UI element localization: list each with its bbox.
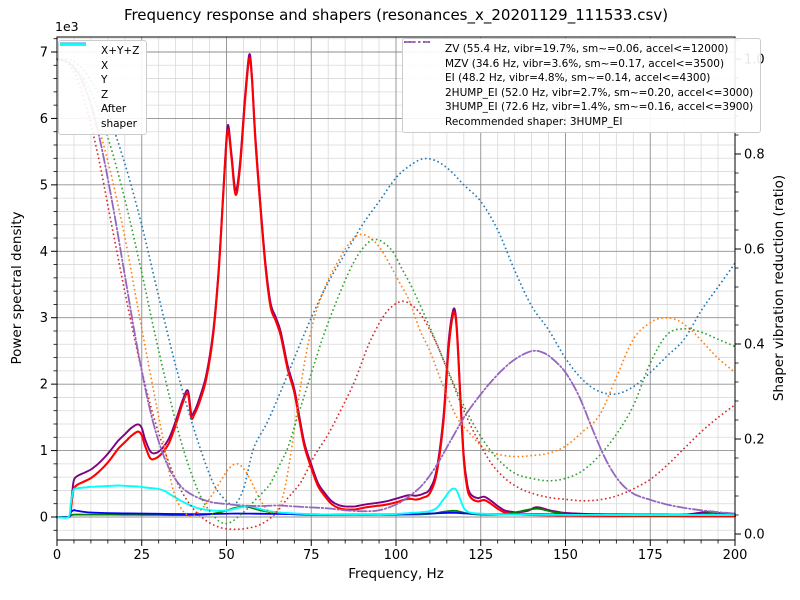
x-axis-label: Frequency, Hz <box>348 566 444 582</box>
legend-entry-after-shaper: After shaper <box>60 42 139 131</box>
y-left-tick-label: 0 <box>40 511 48 526</box>
x-tick-label: 150 <box>553 548 578 563</box>
series-x-line <box>55 56 737 519</box>
y-left-tick-label: 2 <box>40 378 48 393</box>
series-zv-line <box>56 58 736 506</box>
y-right-tick-label: 0.2 <box>744 433 765 448</box>
legend-entry-label: EI (48.2 Hz, vibr=4.8%, sm~=0.14, accel<… <box>445 72 711 84</box>
legend-recommended-shaper: Recommended shaper: 3HUMP_EI <box>410 115 753 130</box>
x-tick-label: 200 <box>723 548 748 563</box>
legend-entry-label: X <box>101 59 109 72</box>
x-tick-label: 25 <box>133 548 150 563</box>
legend-shapers: ZV (55.4 Hz, vibr=19.7%, sm~=0.06, accel… <box>402 38 762 133</box>
series-3hump-ei-line <box>56 58 736 515</box>
series-mzv-line <box>56 58 736 518</box>
legend-psd: X+Y+Z X Y Z After shaper <box>58 40 148 135</box>
legend-entry-x: X <box>60 42 139 74</box>
y-left-tick-label: 5 <box>40 178 48 193</box>
x-tick-label: 75 <box>303 548 320 563</box>
series-ei-line <box>56 58 736 525</box>
y-left-tick-label: 7 <box>40 46 48 61</box>
x-tick-label: 50 <box>218 548 235 563</box>
legend-entry-label: Z <box>101 88 109 101</box>
y-left-tick-label: 6 <box>40 112 48 127</box>
y-axis-offset-text: 1e3 <box>55 19 79 34</box>
legend-entry-label: After shaper <box>101 103 138 130</box>
legend-entry-y: Y <box>60 42 139 88</box>
y-right-tick-label: 0.0 <box>744 528 765 543</box>
y-right-tick-label: 0.4 <box>744 338 765 353</box>
y-left-tick-label: 1 <box>40 444 48 459</box>
legend-entry-mzv: MZV (34.6 Hz, vibr=3.6%, sm~=0.17, accel… <box>404 41 753 72</box>
legend-entry-z: Z <box>60 42 139 103</box>
legend-entry-zv: ZV (55.4 Hz, vibr=19.7%, sm~=0.06, accel… <box>404 41 753 57</box>
y-left-tick-label: 4 <box>40 245 48 260</box>
y-right-tick-label: 0.8 <box>744 148 765 163</box>
legend-entry-3hump-ei: 3HUMP_EI (72.6 Hz, vibr=1.4%, sm~=0.16, … <box>404 41 754 115</box>
legend-entry-ei: EI (48.2 Hz, vibr=4.8%, sm~=0.14, accel<… <box>404 41 753 86</box>
legend-entry-label: ZV (55.4 Hz, vibr=19.7%, sm~=0.06, accel… <box>445 43 729 55</box>
y-axis-right-label: Shaper vibration reduction (ratio) <box>771 174 787 402</box>
y-right-tick-label: 0.6 <box>744 243 765 258</box>
recommended-shaper-text: Recommended shaper: 3HUMP_EI <box>445 115 623 128</box>
legend-entry-2hump-ei: 2HUMP_EI (52.0 Hz, vibr=2.7%, sm~=0.20, … <box>404 41 754 101</box>
x-tick-label: 0 <box>53 548 61 563</box>
legend-entry-label: X+Y+Z <box>101 45 140 57</box>
legend-entry-label: 2HUMP_EI (52.0 Hz, vibr=2.7%, sm~=0.20, … <box>445 86 754 99</box>
x-tick-label: 125 <box>468 548 493 563</box>
x-tick-label: 100 <box>384 548 409 563</box>
legend-entry-label: Y <box>101 74 108 86</box>
series-layer <box>55 53 737 531</box>
x-tick-label: 175 <box>638 548 663 563</box>
legend-entry-label: MZV (34.6 Hz, vibr=3.6%, sm~=0.17, accel… <box>445 57 725 70</box>
legend-entry-label: 3HUMP_EI (72.6 Hz, vibr=1.4%, sm~=0.16, … <box>445 101 754 113</box>
chart-title: Frequency response and shapers (resonanc… <box>123 6 669 24</box>
y-axis-left-label: Power spectral density <box>9 211 25 365</box>
y-left-tick-label: 3 <box>40 311 48 326</box>
